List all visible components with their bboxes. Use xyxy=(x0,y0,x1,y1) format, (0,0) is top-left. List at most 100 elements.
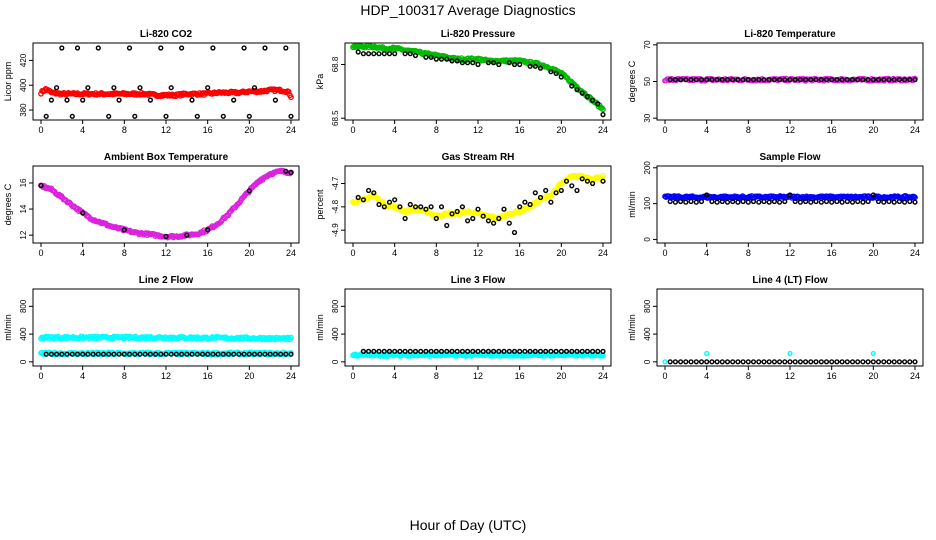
data-point xyxy=(698,77,705,83)
data-point xyxy=(381,204,387,210)
y-tick-label: 420 xyxy=(19,53,28,67)
data-point xyxy=(205,85,211,91)
panel-title: Gas Stream RH xyxy=(442,152,515,163)
data-point xyxy=(350,44,356,51)
data-point xyxy=(766,199,772,205)
data-point xyxy=(683,77,689,83)
data-point xyxy=(740,359,746,365)
data-point xyxy=(704,77,710,83)
data-point xyxy=(366,51,372,57)
data-point xyxy=(802,198,809,205)
x-tick-label: 4 xyxy=(80,248,85,258)
x-tick-label: 0 xyxy=(38,125,43,135)
y-axis-label: ml/min xyxy=(627,191,637,218)
x-tick-label: 4 xyxy=(80,125,85,135)
data-point xyxy=(600,348,606,354)
data-point xyxy=(459,204,465,210)
y-tick-label: 100 xyxy=(643,196,652,210)
data-point xyxy=(709,198,715,205)
data-point xyxy=(423,54,429,60)
data-point xyxy=(802,359,809,365)
data-point xyxy=(548,348,554,354)
panel-6: Sample Flow ml/min 0 4 8 12 16 20 24 0 100 200 xyxy=(627,152,924,258)
data-point xyxy=(563,178,570,184)
data-point xyxy=(834,77,840,83)
series-2 xyxy=(667,192,918,205)
x-tick-label: 24 xyxy=(286,248,296,258)
data-point xyxy=(600,111,606,118)
data-point xyxy=(865,359,871,365)
y-tick-label: -4.8 xyxy=(331,199,340,213)
data-point xyxy=(792,77,798,83)
data-point xyxy=(158,45,164,51)
data-point xyxy=(189,351,195,357)
data-point xyxy=(132,351,138,357)
data-point xyxy=(901,199,908,205)
data-point xyxy=(532,190,538,196)
x-tick-label: 20 xyxy=(244,371,254,381)
data-point xyxy=(371,348,377,354)
data-point xyxy=(792,359,798,365)
data-point xyxy=(262,351,268,357)
data-point xyxy=(543,348,549,354)
x-tick-label: 16 xyxy=(515,248,525,258)
data-point xyxy=(735,359,741,365)
data-point xyxy=(600,178,606,184)
y-tick-label: 800 xyxy=(19,299,28,313)
data-point xyxy=(522,348,528,354)
data-point xyxy=(225,351,232,357)
data-point xyxy=(64,351,70,357)
data-point xyxy=(522,199,528,205)
data-point xyxy=(449,348,455,354)
data-point xyxy=(886,198,892,205)
data-point xyxy=(532,63,538,69)
data-point xyxy=(407,348,413,354)
data-point xyxy=(735,199,741,205)
x-tick-label: 4 xyxy=(704,371,709,381)
data-point xyxy=(423,348,429,354)
y-tick-label: 400 xyxy=(19,78,28,92)
y-tick-label: 800 xyxy=(331,299,340,313)
data-point xyxy=(829,77,835,83)
data-point xyxy=(402,215,408,222)
data-point xyxy=(724,77,731,83)
panel-4: Ambient Box Temperature degrees C 0 4 8 12 16 2… xyxy=(3,152,300,258)
data-point xyxy=(412,348,419,354)
data-point xyxy=(515,208,522,215)
x-tick-label: 12 xyxy=(473,371,483,381)
x-tick-label: 16 xyxy=(203,248,213,258)
data-point xyxy=(849,77,856,83)
data-point xyxy=(574,86,580,93)
data-point xyxy=(454,348,460,354)
data-point xyxy=(449,58,455,64)
data-point xyxy=(886,77,892,83)
data-point xyxy=(839,77,845,83)
y-tick-label: 70 xyxy=(643,40,652,49)
data-point xyxy=(574,187,580,194)
data-point xyxy=(870,350,876,357)
data-point xyxy=(907,77,913,83)
x-tick-label: 24 xyxy=(598,125,608,135)
y-axis-label: ml/min xyxy=(627,314,637,341)
data-point xyxy=(730,198,736,205)
y-tick-label: 68.8 xyxy=(331,56,340,72)
data-point xyxy=(829,359,835,365)
series-1 xyxy=(38,333,294,343)
data-point xyxy=(116,351,122,357)
x-tick-label: 16 xyxy=(203,371,213,381)
x-tick-label: 8 xyxy=(746,371,751,381)
data-point xyxy=(121,227,127,233)
data-point xyxy=(147,97,153,103)
data-point xyxy=(267,351,273,357)
data-point xyxy=(704,350,710,357)
data-point xyxy=(38,183,44,189)
data-point xyxy=(750,77,757,83)
data-point xyxy=(205,227,211,233)
x-tick-label: 12 xyxy=(785,371,795,381)
x-tick-label: 0 xyxy=(38,248,43,258)
data-point xyxy=(698,359,705,365)
data-point xyxy=(366,187,372,194)
data-point xyxy=(444,56,450,62)
data-point xyxy=(808,77,814,83)
data-point xyxy=(438,56,445,62)
